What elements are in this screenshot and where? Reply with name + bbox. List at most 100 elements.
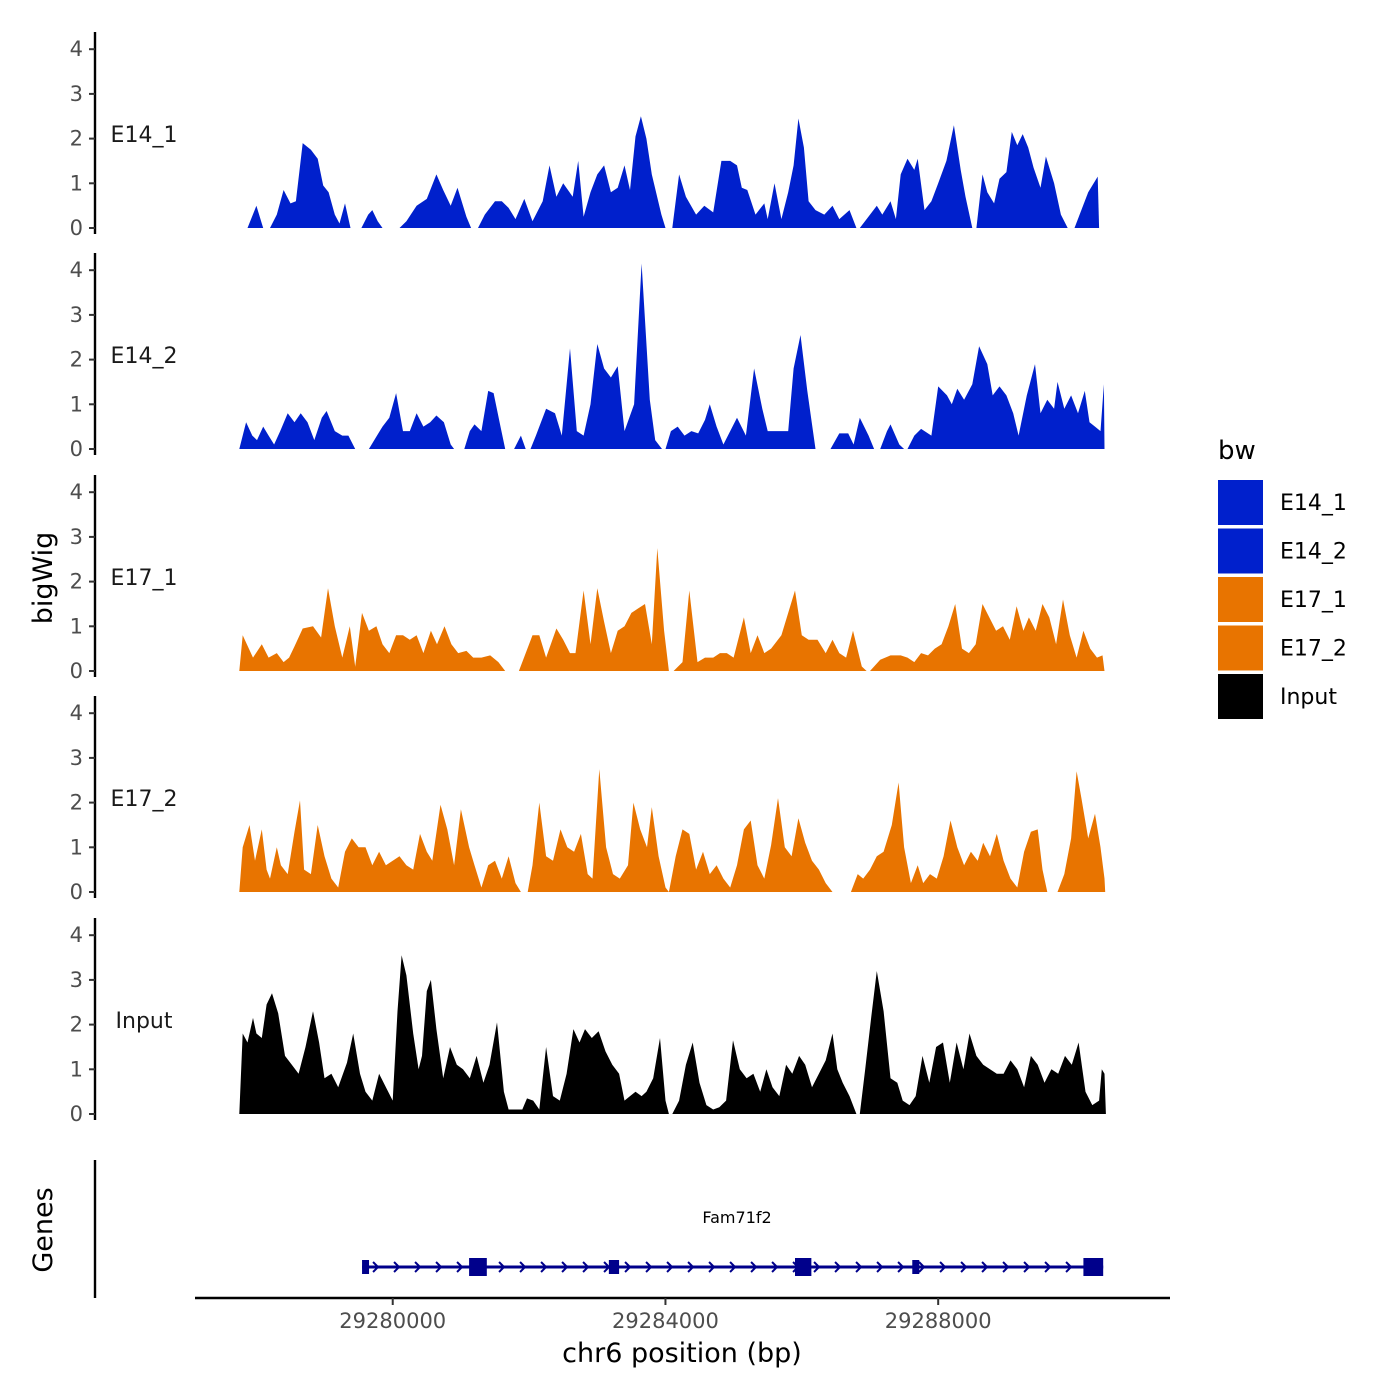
gene-strand-arrow-33 xyxy=(1065,1261,1073,1273)
legend-label-E14_2: E14_2 xyxy=(1280,540,1347,565)
gene-strand-arrow-27 xyxy=(939,1261,947,1273)
y-tick-label-E14_2-0: 0 xyxy=(70,437,83,461)
gene-strand-arrow-21 xyxy=(813,1261,821,1273)
coverage-area-E14_1-2 xyxy=(399,174,472,228)
y-tick-label-E17_1-2: 2 xyxy=(70,570,83,594)
track-label-E17_1: E17_1 xyxy=(111,566,178,591)
y-tick-label-E17_2-4: 4 xyxy=(70,701,83,725)
coverage-area-E14_1-1 xyxy=(361,210,383,228)
panel-E14_2: 0 1 2 3 4 E14_2 xyxy=(70,253,1105,461)
gene-strand-arrow-31 xyxy=(1023,1261,1031,1273)
coverage-area-E17_2-1 xyxy=(527,769,669,892)
legend-swatch-E17_2 xyxy=(1218,625,1263,671)
gene-exon-5 xyxy=(1083,1258,1104,1276)
gene-strand-arrow-13 xyxy=(645,1261,653,1273)
y-tick-label-Input-2: 2 xyxy=(70,1013,83,1037)
y-tick-label-E17_2-0: 0 xyxy=(70,880,83,904)
genes-panel: Fam71f2 xyxy=(93,1160,1104,1298)
gene-exon-2 xyxy=(608,1260,620,1274)
y-tick-label-E17_1-1: 1 xyxy=(70,614,83,638)
y-tick-label-E14_2-1: 1 xyxy=(70,392,83,416)
coverage-area-E14_2-4 xyxy=(530,263,666,449)
y-tick-label-Input-3: 3 xyxy=(70,968,83,992)
genes-axis-title: Genes xyxy=(28,1187,59,1272)
gene-strand-arrow-28 xyxy=(960,1261,968,1273)
y-tick-label-E17_2-3: 3 xyxy=(70,746,83,770)
x-axis: 29280000 29284000 29288000 xyxy=(195,1296,1170,1333)
y-tick-label-E14_2-2: 2 xyxy=(70,348,83,372)
coverage-area-E14_1-6 xyxy=(976,131,1072,228)
y-axis-title: bigWig xyxy=(28,532,59,625)
coverage-area-E17_1-0 xyxy=(239,588,509,671)
coverage-area-E14_2-2 xyxy=(464,390,506,449)
track-label-E14_2: E14_2 xyxy=(111,344,178,369)
gene-strand-arrow-3 xyxy=(435,1261,443,1273)
gene-strand-arrow-1 xyxy=(393,1261,401,1273)
y-tick-label-Input-1: 1 xyxy=(70,1057,83,1081)
gene-strand-arrow-10 xyxy=(582,1261,590,1273)
track-label-Input: Input xyxy=(116,1009,173,1034)
track-label-E14_1: E14_1 xyxy=(111,123,178,148)
panel-E17_2: 0 1 2 3 4 E17_2 xyxy=(70,696,1106,904)
gene-exon-0 xyxy=(362,1260,370,1274)
gene-strand-arrow-17 xyxy=(729,1261,737,1273)
legend-swatch-E14_1 xyxy=(1218,480,1263,525)
legend-swatch-E14_2 xyxy=(1218,528,1263,574)
gene-exon-4 xyxy=(912,1260,920,1274)
coverage-area-Input-2 xyxy=(859,971,1106,1114)
gene-strand-arrow-4 xyxy=(456,1261,464,1273)
gene-strand-arrow-25 xyxy=(897,1261,905,1273)
x-tick-label-1: 29284000 xyxy=(612,1309,719,1333)
gene-strand-arrow-0 xyxy=(372,1261,380,1273)
coverage-area-E14_2-7 xyxy=(880,424,908,449)
coverage-area-E14_1-7 xyxy=(1074,176,1100,228)
y-tick-label-E17_1-0: 0 xyxy=(70,659,83,683)
panel-E14_1: 0 1 2 3 4 E14_1 xyxy=(70,32,1100,240)
y-tick-label-E14_2-3: 3 xyxy=(70,303,83,327)
gene-strand-arrow-26 xyxy=(918,1261,926,1273)
coverage-area-E17_2-0 xyxy=(239,800,526,892)
coverage-area-E14_1-4 xyxy=(672,118,860,228)
coverage-area-E17_1-3 xyxy=(870,599,1105,671)
coverage-area-E14_1-5 xyxy=(859,125,976,228)
y-tick-label-E14_2-4: 4 xyxy=(70,258,83,282)
legend: bw E14_1 E14_2 E17_1 E17_2 Input xyxy=(1218,436,1347,719)
coverage-area-E17_2-3 xyxy=(850,782,1051,892)
gene-strand-arrow-8 xyxy=(540,1261,548,1273)
coverage-area-Input-0 xyxy=(239,955,673,1114)
coverage-area-E14_2-3 xyxy=(514,435,526,449)
gene-strand-arrow-6 xyxy=(498,1261,506,1273)
gene-strand-arrow-23 xyxy=(855,1261,863,1273)
gene-strand-arrow-9 xyxy=(561,1261,569,1273)
coverage-area-E14_1-3 xyxy=(478,116,666,228)
y-tick-label-E17_1-4: 4 xyxy=(70,480,83,504)
y-tick-label-E14_1-2: 2 xyxy=(70,127,83,151)
y-tick-label-E17_2-2: 2 xyxy=(70,791,83,815)
legend-label-E17_2: E17_2 xyxy=(1280,637,1347,662)
y-tick-label-E14_1-1: 1 xyxy=(70,171,83,195)
x-tick-label-2: 29288000 xyxy=(885,1309,992,1333)
legend-label-E17_1: E17_1 xyxy=(1280,588,1347,613)
panel-E17_1: 0 1 2 3 4 E17_1 xyxy=(70,475,1105,683)
legend-label-E14_1: E14_1 xyxy=(1280,491,1347,516)
y-tick-label-E17_2-1: 1 xyxy=(70,835,83,859)
legend-label-Input: Input xyxy=(1280,685,1337,710)
legend-swatch-Input xyxy=(1218,674,1263,719)
y-tick-label-E14_1-0: 0 xyxy=(70,216,83,240)
gene-strand-arrow-2 xyxy=(414,1261,422,1273)
coverage-panels: 0 1 2 3 4 E14_1 0 1 2 3 4 E14_2 0 1 2 3 4 E17_1 0 1 2 3 4 E17_2… xyxy=(70,32,1106,1126)
gene-strand-arrow-12 xyxy=(624,1261,632,1273)
coverage-area-Input-1 xyxy=(672,1033,860,1114)
coverage-area-E17_2-2 xyxy=(668,798,836,892)
gene-strand-arrow-29 xyxy=(981,1261,989,1273)
gene-exon-3 xyxy=(795,1258,812,1276)
gene-strand-arrow-19 xyxy=(771,1261,779,1273)
panel-Input: 0 1 2 3 4 Input xyxy=(70,918,1106,1126)
coverage-area-E17_1-2 xyxy=(673,590,870,671)
gene-name-label: Fam71f2 xyxy=(702,1208,771,1227)
gene-strand-arrow-24 xyxy=(876,1261,884,1273)
gene-strand-arrow-30 xyxy=(1002,1261,1010,1273)
track-label-E17_2: E17_2 xyxy=(111,787,178,812)
coverage-area-E14_2-5 xyxy=(665,335,819,449)
